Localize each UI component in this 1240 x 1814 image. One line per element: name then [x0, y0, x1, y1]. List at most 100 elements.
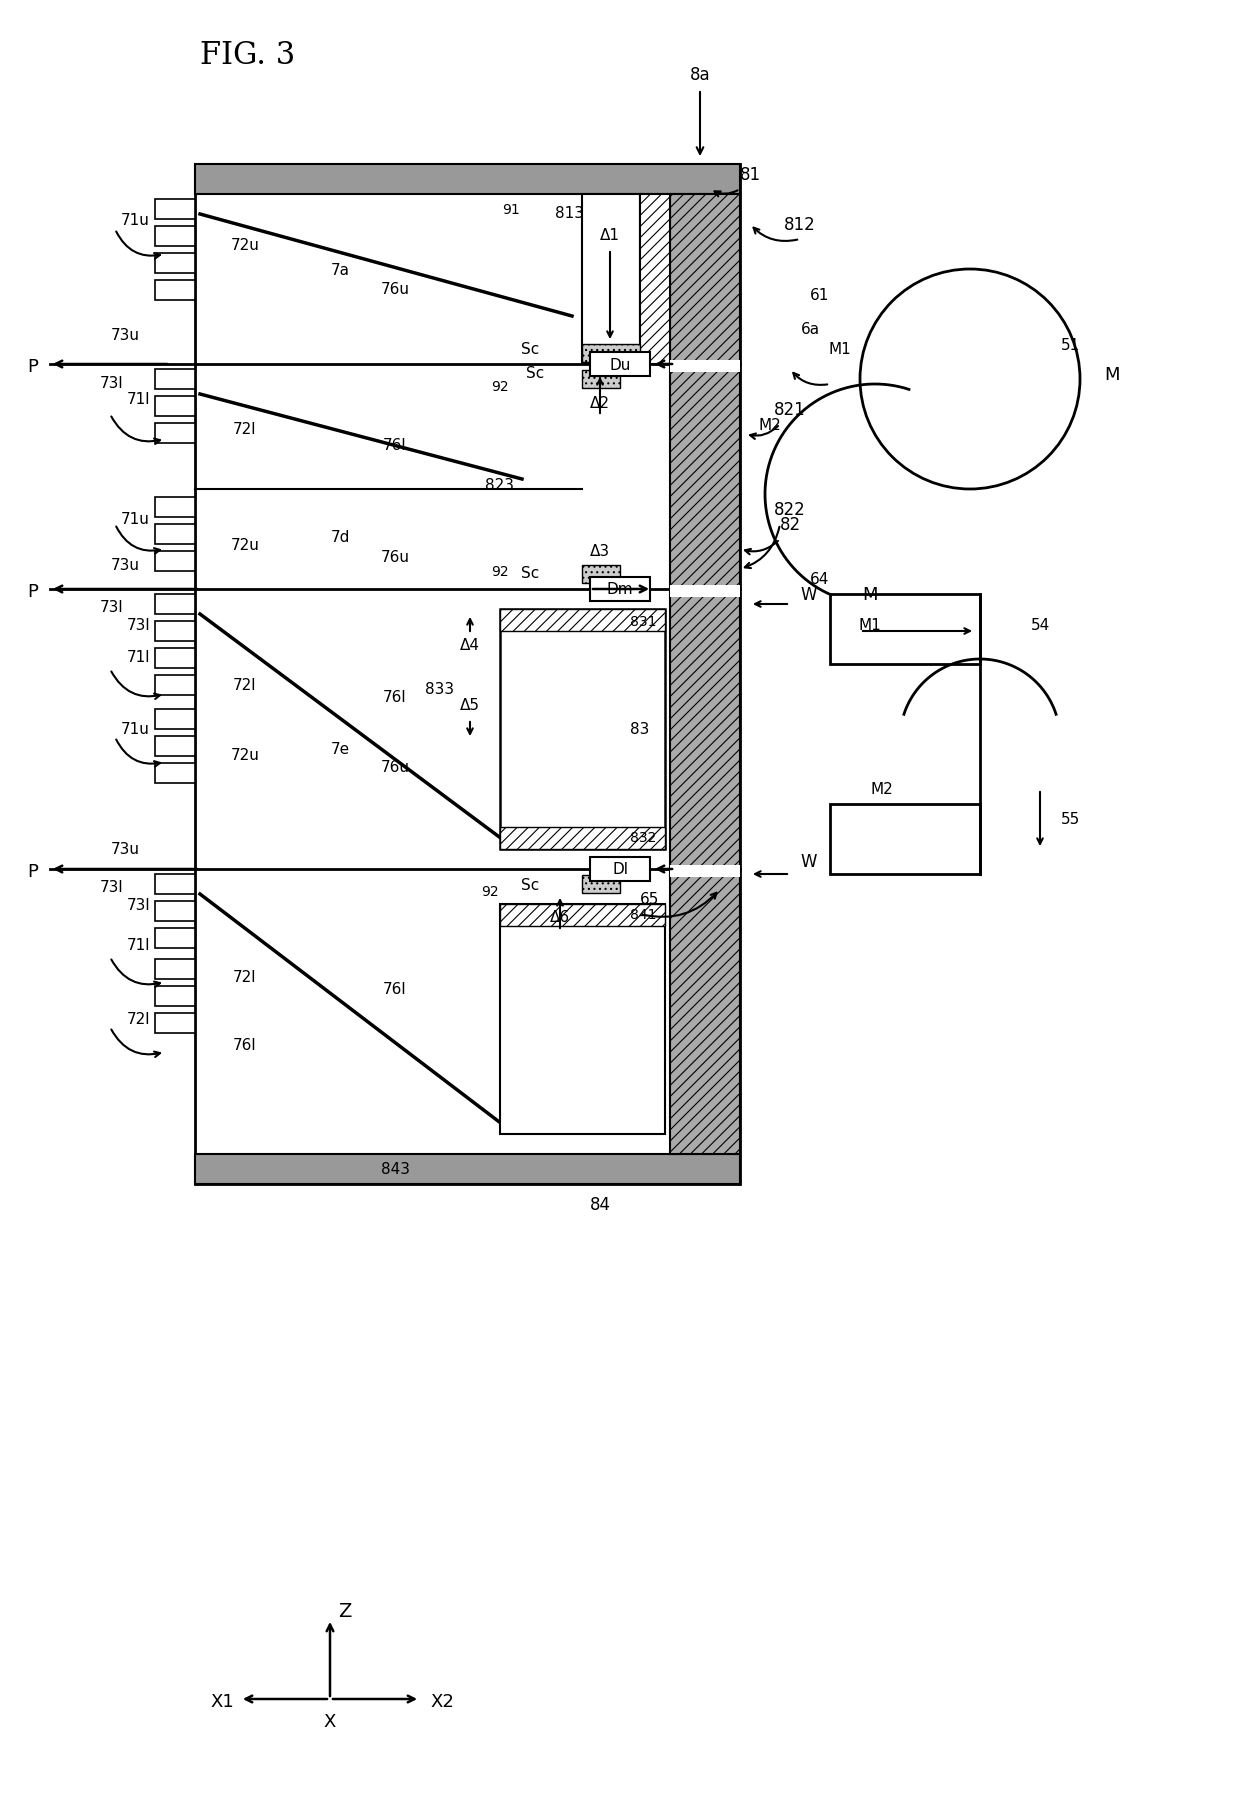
Text: 71u: 71u	[122, 722, 150, 736]
Text: 73l: 73l	[100, 375, 124, 390]
Bar	[670, 365, 740, 590]
Text: Δ5: Δ5	[460, 697, 480, 713]
Text: 81: 81	[739, 165, 760, 183]
Bar	[582, 194, 640, 365]
Bar	[155, 424, 195, 444]
Bar	[155, 709, 195, 729]
Text: 73u: 73u	[112, 327, 140, 343]
Text: 82: 82	[780, 515, 801, 533]
Text: 813: 813	[556, 205, 584, 219]
Bar	[670, 869, 740, 1154]
Text: 84: 84	[589, 1195, 610, 1214]
Text: M: M	[862, 586, 878, 604]
Text: 72u: 72u	[231, 537, 259, 551]
Bar	[155, 227, 195, 247]
Bar	[155, 929, 195, 949]
Text: Z: Z	[339, 1602, 352, 1620]
Bar	[500, 905, 665, 927]
Text: 73u: 73u	[112, 557, 140, 571]
Text: 71l: 71l	[126, 392, 150, 408]
Bar	[195, 1154, 740, 1185]
Text: 73l: 73l	[126, 617, 150, 631]
Bar	[195, 165, 740, 194]
Text: 76u: 76u	[381, 550, 409, 566]
Bar	[670, 865, 740, 878]
Text: 54: 54	[1030, 617, 1049, 631]
Text: M1: M1	[858, 617, 882, 631]
Text: M2: M2	[759, 417, 781, 432]
Text: 843: 843	[381, 1161, 409, 1177]
Bar	[155, 281, 195, 301]
Text: 92: 92	[491, 379, 508, 394]
Text: 72l: 72l	[126, 1012, 150, 1027]
Text: 841: 841	[630, 907, 656, 922]
Text: 76l: 76l	[233, 1038, 257, 1052]
Bar	[590, 577, 650, 602]
Text: Δ1: Δ1	[600, 227, 620, 243]
Text: 55: 55	[1060, 813, 1080, 827]
Text: Δ2: Δ2	[590, 395, 610, 410]
Text: 821: 821	[774, 401, 806, 419]
Text: 72l: 72l	[233, 677, 257, 693]
Bar	[670, 361, 740, 374]
Text: 73l: 73l	[100, 600, 124, 615]
Bar	[830, 805, 980, 874]
Text: M1: M1	[828, 343, 852, 357]
Text: 71u: 71u	[122, 212, 150, 227]
Text: M2: M2	[870, 782, 893, 796]
Bar	[670, 586, 740, 597]
Text: Sc: Sc	[526, 365, 544, 381]
Bar	[155, 987, 195, 1007]
Text: 822: 822	[774, 501, 806, 519]
Text: 92: 92	[491, 564, 508, 579]
Bar	[155, 622, 195, 642]
Text: 7e: 7e	[330, 742, 350, 756]
Text: X2: X2	[430, 1692, 454, 1711]
Text: X: X	[324, 1712, 336, 1731]
Bar	[640, 194, 670, 365]
Text: 64: 64	[810, 571, 830, 588]
Bar	[500, 610, 665, 849]
Text: Δ6: Δ6	[549, 911, 570, 925]
Text: 51: 51	[1060, 337, 1080, 352]
Bar	[500, 905, 665, 1134]
Text: M: M	[1105, 366, 1120, 385]
Text: 72u: 72u	[231, 747, 259, 762]
Text: FIG. 3: FIG. 3	[200, 40, 295, 71]
Text: 71u: 71u	[122, 512, 150, 528]
Text: 72l: 72l	[233, 423, 257, 437]
Text: W: W	[800, 853, 816, 871]
Text: Sc: Sc	[521, 341, 539, 356]
Bar	[582, 345, 640, 363]
Text: 61: 61	[810, 287, 830, 303]
Bar	[500, 827, 665, 849]
Text: 7a: 7a	[331, 263, 350, 278]
Text: P: P	[27, 862, 38, 880]
Text: 72u: 72u	[231, 238, 259, 252]
Text: 72l: 72l	[233, 970, 257, 985]
Bar	[590, 352, 650, 377]
Text: 6a: 6a	[801, 323, 820, 337]
Text: 812: 812	[784, 216, 816, 234]
Text: 91: 91	[502, 203, 520, 218]
Text: 76l: 76l	[383, 689, 407, 706]
Bar	[155, 649, 195, 669]
Text: 92: 92	[481, 885, 498, 898]
Text: Dm: Dm	[606, 582, 634, 597]
Text: 65: 65	[640, 892, 660, 907]
Text: 833: 833	[425, 682, 455, 697]
Text: 76l: 76l	[383, 981, 407, 998]
Bar	[155, 960, 195, 980]
Bar	[155, 736, 195, 756]
Bar	[670, 590, 740, 869]
Text: X1: X1	[210, 1692, 234, 1711]
Bar	[155, 902, 195, 922]
Bar	[155, 200, 195, 219]
Bar	[155, 370, 195, 390]
Bar	[155, 595, 195, 615]
Bar	[670, 194, 740, 365]
Text: 71l: 71l	[126, 938, 150, 952]
Text: Sc: Sc	[521, 566, 539, 580]
Text: 73u: 73u	[112, 842, 140, 856]
Bar	[500, 610, 665, 631]
